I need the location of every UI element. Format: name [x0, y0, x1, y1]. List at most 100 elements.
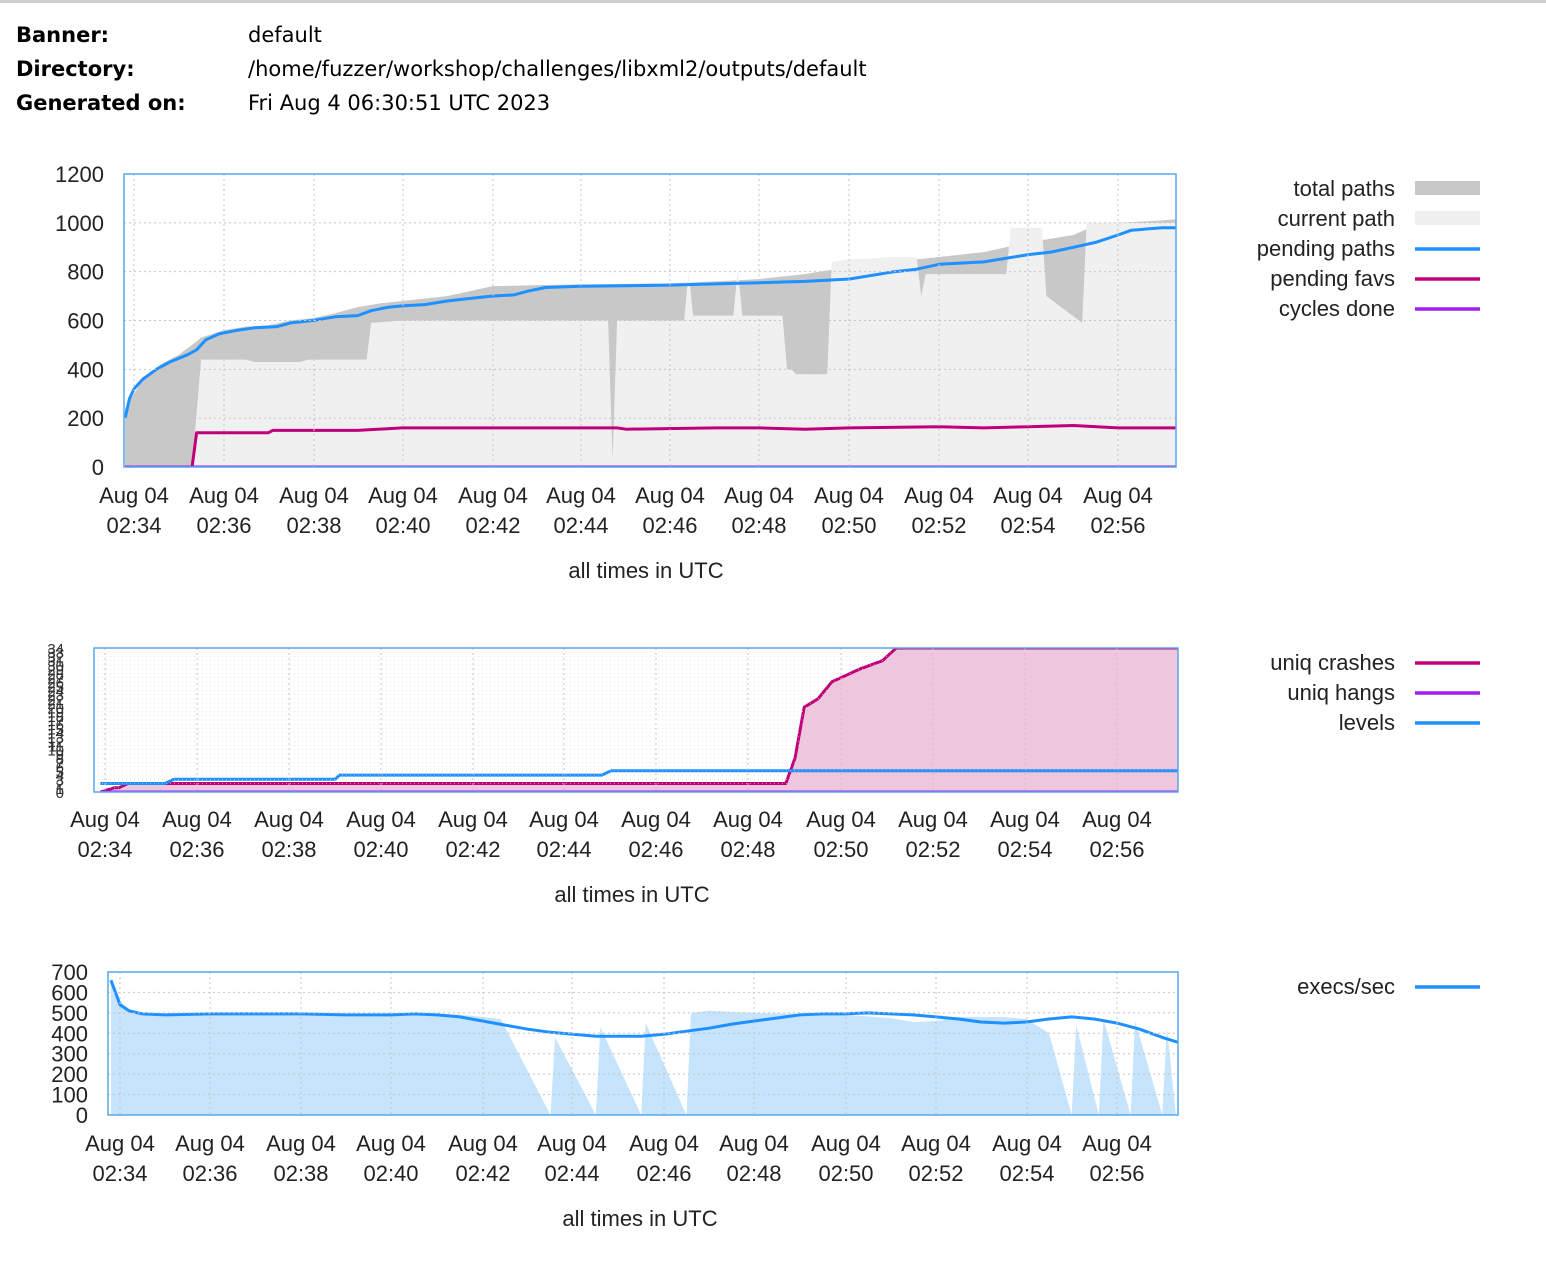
y-tick-label: 24 — [47, 683, 64, 700]
y-tick-label: 11 — [48, 738, 64, 755]
y-tick-label: 2 — [56, 777, 64, 794]
x-tick-label-date: Aug 04 — [546, 483, 616, 508]
x-tick-label-time: 02:42 — [465, 513, 520, 538]
x-tick-label-time: 02:36 — [182, 1161, 237, 1186]
y-tick-label: 28 — [47, 666, 64, 683]
y-tick-label: 31 — [47, 654, 64, 671]
legend-label: uniq hangs — [1287, 680, 1395, 705]
x-tick-label-time: 02:56 — [1089, 1161, 1144, 1186]
y-tick-label: 14 — [47, 726, 64, 743]
x-tick-label-time: 02:42 — [455, 1161, 510, 1186]
legend-label: pending paths — [1257, 236, 1395, 261]
y-tick-label: 5 — [56, 764, 64, 781]
top-divider — [0, 0, 1546, 3]
y-tick-label: 13 — [47, 730, 64, 747]
x-tick-label-date: Aug 04 — [438, 807, 508, 832]
y-tick-label: 0 — [76, 1103, 88, 1128]
generated-value: Fri Aug 4 06:30:51 UTC 2023 — [248, 91, 551, 115]
x-tick-label-time: 02:46 — [628, 837, 683, 862]
stats-header: Banner: default Directory: /home/fuzzer/wo… — [16, 20, 867, 122]
y-tick-label: 29 — [47, 662, 64, 679]
x-tick-label-date: Aug 04 — [1082, 1131, 1152, 1156]
y-tick-label: 10 — [47, 743, 64, 760]
x-tick-label-time: 02:52 — [911, 513, 966, 538]
banner-label: Banner: — [16, 23, 110, 47]
x-tick-label-date: Aug 04 — [368, 483, 438, 508]
legend-label: levels — [1339, 710, 1395, 735]
legend-swatch — [1415, 211, 1480, 225]
x-tick-label-time: 02:54 — [1000, 513, 1055, 538]
x-tick-label-date: Aug 04 — [724, 483, 794, 508]
x-tick-label-date: Aug 04 — [99, 483, 169, 508]
x-tick-label-time: 02:38 — [261, 837, 316, 862]
legend: total paths current path pending paths pend… — [1257, 176, 1480, 321]
x-tick-label-date: Aug 04 — [537, 1131, 607, 1156]
x-tick-label-date: Aug 04 — [621, 807, 691, 832]
x-tick-label-date: Aug 04 — [266, 1131, 336, 1156]
x-tick-label-date: Aug 04 — [901, 1131, 971, 1156]
x-tick-label-time: 02:48 — [731, 513, 786, 538]
x-tick-label-date: Aug 04 — [356, 1131, 426, 1156]
x-tick-label-time: 02:54 — [999, 1161, 1054, 1186]
x-tick-label-date: Aug 04 — [448, 1131, 518, 1156]
legend: uniq crashes uniq hangs levels — [1270, 650, 1480, 735]
y-tick-label: 600 — [67, 309, 104, 334]
generated-row: Generated on: Fri Aug 4 06:30:51 UTC 2023 — [16, 88, 867, 122]
x-tick-label-time: 02:40 — [363, 1161, 418, 1186]
x-tick-label-date: Aug 04 — [814, 483, 884, 508]
x-tick-label-date: Aug 04 — [279, 483, 349, 508]
x-tick-label-time: 02:40 — [375, 513, 430, 538]
x-tick-label-date: Aug 04 — [719, 1131, 789, 1156]
x-tick-label-time: 02:54 — [997, 837, 1052, 862]
x-tick-label-time: 02:36 — [196, 513, 251, 538]
y-tick-label: 200 — [51, 1062, 88, 1087]
x-tick-label-date: Aug 04 — [189, 483, 259, 508]
series-fill-execs-sec — [110, 984, 1176, 1115]
plot-frame — [123, 173, 1177, 468]
y-tick-label: 500 — [51, 1001, 88, 1026]
y-tick-label: 15 — [47, 721, 64, 738]
y-tick-label: 33 — [47, 645, 64, 662]
legend-label: current path — [1278, 206, 1395, 231]
legend-swatch — [1415, 181, 1480, 195]
y-tick-label: 100 — [51, 1083, 88, 1108]
x-tick-label-date: Aug 04 — [990, 807, 1060, 832]
legend-label: total paths — [1293, 176, 1395, 201]
y-tick-label: 32 — [47, 649, 64, 666]
y-tick-label: 1200 — [55, 162, 104, 187]
x-tick-label-time: 02:48 — [720, 837, 775, 862]
x-tick-label-date: Aug 04 — [992, 1131, 1062, 1156]
y-tick-label: 4 — [56, 768, 64, 785]
x-tick-label-time: 02:56 — [1089, 837, 1144, 862]
x-tick-label-date: Aug 04 — [70, 807, 140, 832]
series-line-pending-favs — [125, 424, 1176, 467]
directory-row: Directory: /home/fuzzer/workshop/challeng… — [16, 54, 867, 88]
x-tick-label-time: 02:46 — [642, 513, 697, 538]
x-tick-label-date: Aug 04 — [458, 483, 528, 508]
x-tick-label-time: 02:42 — [445, 837, 500, 862]
y-tick-label: 30 — [47, 658, 64, 675]
y-tick-label: 0 — [92, 455, 104, 480]
y-tick-label: 7 — [56, 755, 64, 772]
series-fill-current-path — [125, 222, 1176, 467]
legend-label: pending favs — [1270, 266, 1395, 291]
x-tick-label-date: Aug 04 — [629, 1131, 699, 1156]
x-tick-label-time: 02:44 — [536, 837, 591, 862]
y-tick-label: 26 — [47, 675, 64, 692]
x-tick-label-date: Aug 04 — [993, 483, 1063, 508]
x-tick-label-time: 02:38 — [286, 513, 341, 538]
series-line-levels — [100, 769, 1178, 785]
banner-row: Banner: default — [16, 20, 867, 54]
plot-frame — [93, 647, 1179, 793]
x-tick-label-time: 02:56 — [1090, 513, 1145, 538]
y-tick-label: 3 — [56, 772, 64, 789]
x-tick-label-time: 02:38 — [273, 1161, 328, 1186]
y-tick-label: 8 — [56, 751, 64, 768]
x-tick-label-time: 02:52 — [905, 837, 960, 862]
y-tick-label: 6 — [56, 760, 64, 777]
x-tick-label-time: 02:52 — [908, 1161, 963, 1186]
x-tick-label-time: 02:50 — [821, 513, 876, 538]
y-tick-label: 200 — [67, 406, 104, 431]
x-tick-label-date: Aug 04 — [529, 807, 599, 832]
